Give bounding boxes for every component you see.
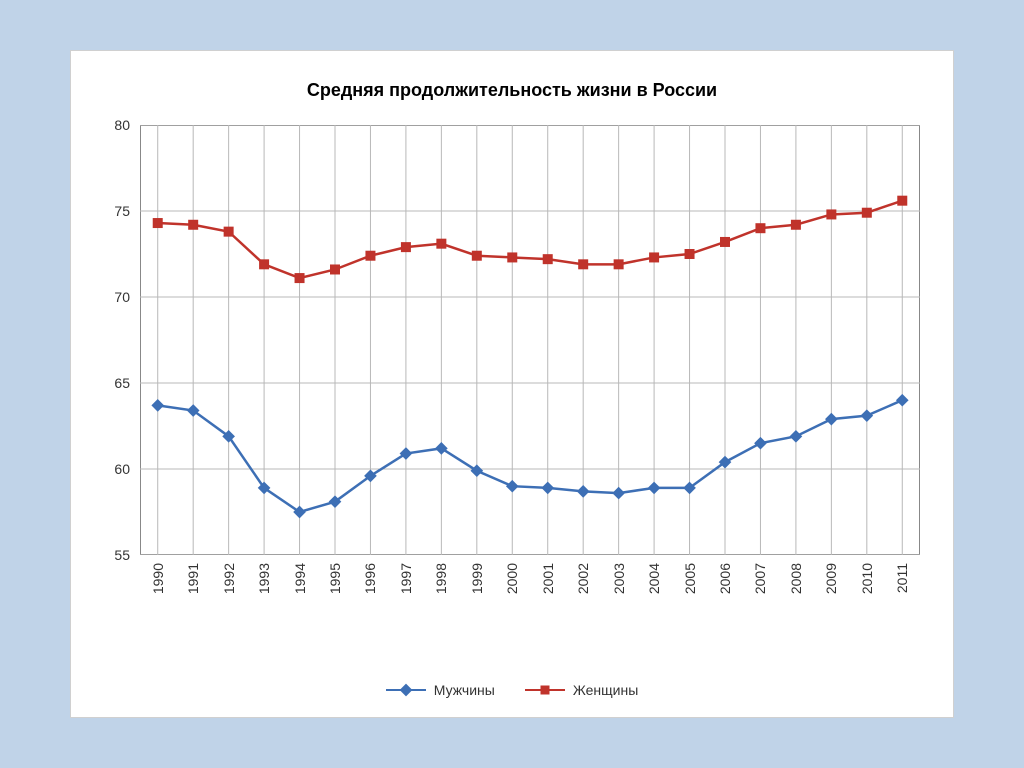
x-tick-label: 2007	[752, 563, 768, 594]
legend-label-men: Мужчины	[434, 682, 495, 698]
legend: Мужчины Женщины	[70, 682, 954, 698]
y-tick-label: 55	[90, 547, 130, 563]
x-tick-label: 1996	[362, 563, 378, 594]
x-tick-label: 2001	[540, 563, 556, 594]
legend-item-women: Женщины	[525, 682, 638, 698]
x-tick-label: 1995	[327, 563, 343, 594]
legend-swatch-men	[386, 683, 426, 697]
x-tick-label: 1998	[433, 563, 449, 594]
x-tick-label: 2010	[859, 563, 875, 594]
x-tick-label: 1999	[469, 563, 485, 594]
y-tick-label: 75	[90, 203, 130, 219]
x-tick-label: 1994	[292, 563, 308, 594]
x-tick-label: 2005	[682, 563, 698, 594]
chart-panel: Средняя продолжительность жизни в России…	[70, 50, 954, 718]
chart-plot	[140, 125, 920, 555]
x-tick-label: 2008	[788, 563, 804, 594]
y-tick-label: 70	[90, 289, 130, 305]
x-tick-label: 2004	[646, 563, 662, 594]
legend-item-men: Мужчины	[386, 682, 495, 698]
x-tick-label: 1992	[221, 563, 237, 594]
x-tick-label: 2002	[575, 563, 591, 594]
x-tick-label: 2009	[823, 563, 839, 594]
x-tick-label: 2011	[894, 563, 910, 593]
x-tick-label: 2000	[504, 563, 520, 594]
y-tick-label: 65	[90, 375, 130, 391]
x-tick-label: 2006	[717, 563, 733, 594]
y-tick-label: 80	[90, 117, 130, 133]
x-tick-label: 1993	[256, 563, 272, 594]
x-tick-label: 1990	[150, 563, 166, 594]
x-tick-label: 1991	[185, 563, 201, 594]
x-tick-label: 1997	[398, 563, 414, 594]
chart-title: Средняя продолжительность жизни в России	[70, 80, 954, 101]
legend-swatch-women	[525, 683, 565, 697]
legend-label-women: Женщины	[573, 682, 638, 698]
y-tick-label: 60	[90, 461, 130, 477]
x-tick-label: 2003	[611, 563, 627, 594]
